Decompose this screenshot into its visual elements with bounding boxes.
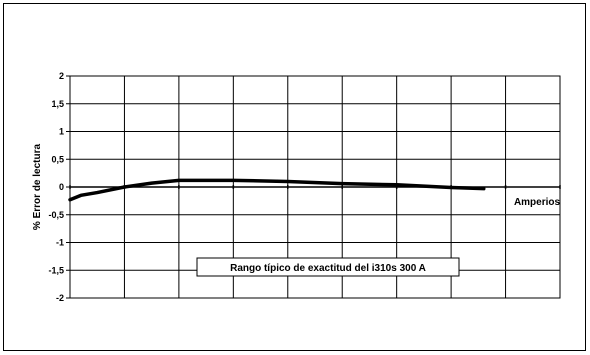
y-tick-label: 1 [59,127,64,137]
tick-labels: 2 1,5 1 0,5 0 -0,5 -1 -1,5 -2 [48,71,64,303]
y-tick-label: -2 [56,293,64,303]
y-tick-label: -1 [56,238,64,248]
y-tick-label: 0,5 [51,154,64,164]
annotation-text: Rango típico de exactitud del i310s 300 … [230,263,426,274]
y-axis-label: % Error de lectura [32,143,43,230]
y-tick-label: 2 [59,71,64,81]
y-tick-label: -1,5 [48,265,64,275]
chart-frame [3,3,586,351]
series-layer [68,178,486,202]
x-axis-label: Amperios [514,197,561,208]
y-tick-label: 1,5 [51,99,64,109]
annotation-box [196,257,460,277]
y-tick-label: 0 [59,182,64,192]
series-line [68,178,486,202]
y-tick-label: -0,5 [48,210,64,220]
